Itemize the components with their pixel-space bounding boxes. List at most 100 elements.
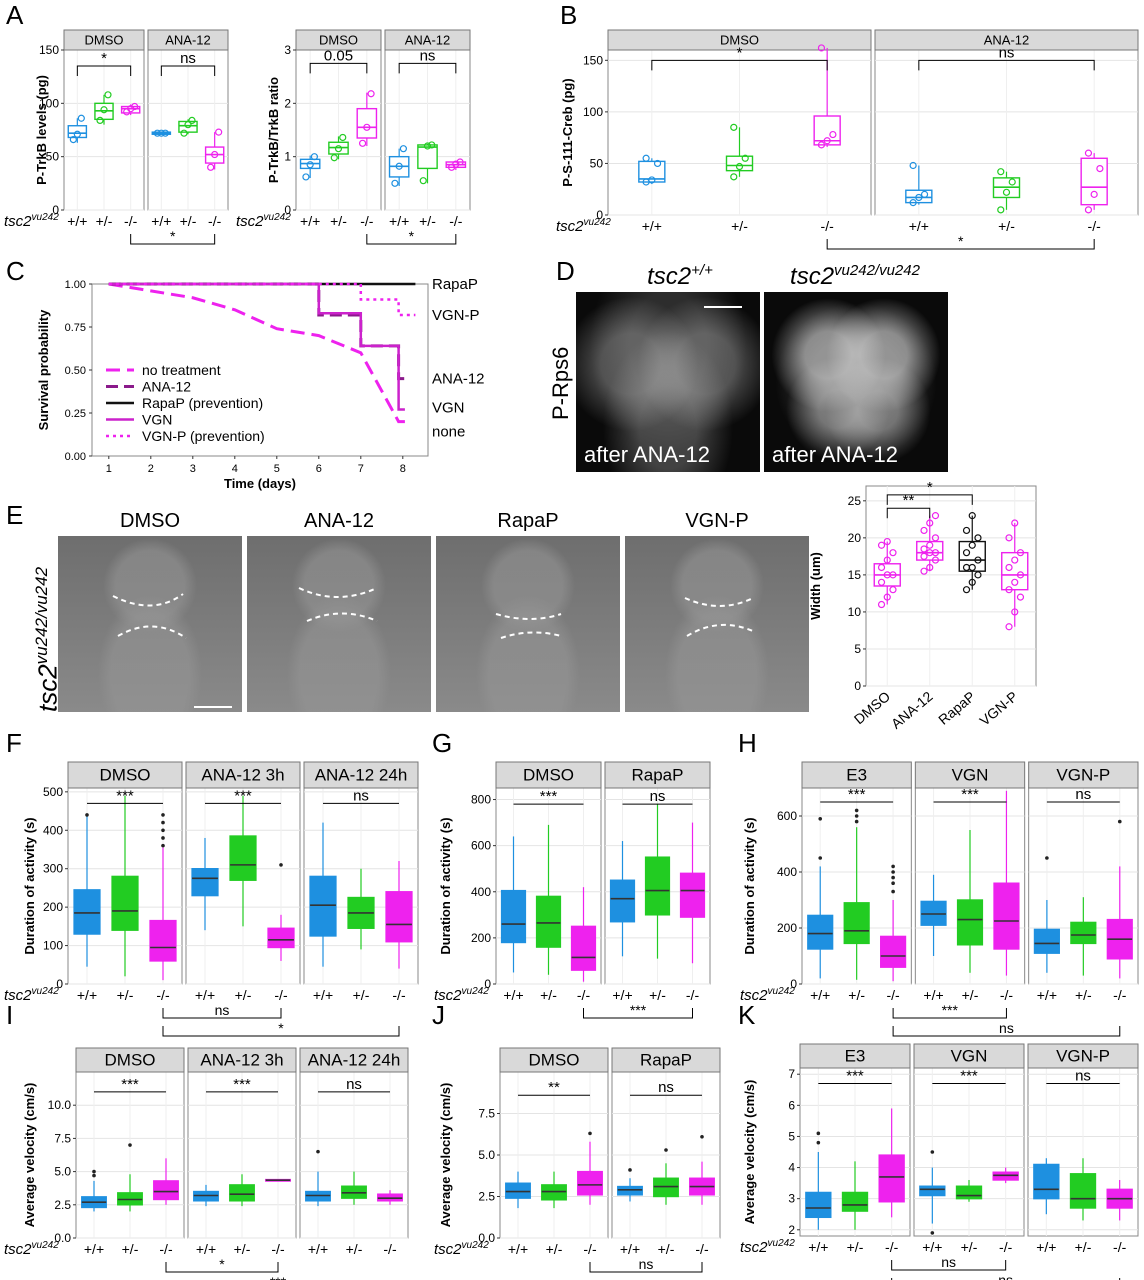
x-tick-label: 1 [106, 463, 112, 475]
facet-strip [611, 1047, 721, 1073]
x-tick-label: +/+ [923, 987, 943, 1003]
box-F-0-0 [73, 813, 101, 967]
box-F-1-2 [267, 863, 295, 961]
data-point [456, 158, 464, 166]
y-tick-label: 3 [284, 43, 291, 57]
facet-strip-label: DMSO [523, 766, 574, 785]
data-point [909, 199, 917, 207]
facet-strip-label: ANA-12 [165, 32, 211, 47]
data-point [1005, 586, 1013, 594]
data-point [452, 160, 460, 168]
data-point [1005, 563, 1013, 572]
data-point [883, 537, 891, 546]
data-point [428, 141, 436, 149]
box-I-0-1 [117, 1143, 143, 1212]
box-A2-1-0 [388, 145, 410, 187]
data-point [1096, 164, 1104, 173]
y-axis-label: Duration of activity (s) [438, 817, 453, 954]
x-tick-label: +/+ [151, 213, 171, 229]
box [1033, 1163, 1060, 1200]
data-point [997, 206, 1005, 214]
series-end-label: RapaP [432, 276, 478, 293]
box [841, 1191, 869, 1212]
data-point [817, 44, 826, 52]
data-point [161, 129, 169, 137]
significance-bracket: *** [87, 787, 163, 804]
significance-bracket: ns [1046, 786, 1120, 803]
data-point [1011, 556, 1019, 564]
y-tick-label: 0 [284, 203, 291, 217]
y-axis-label: Average velocity (cm/s) [742, 1080, 757, 1225]
y-axis-label: P-TrkB/TrkB ratio [266, 77, 281, 183]
data-point [926, 519, 934, 527]
y-tick-label: 5 [788, 1129, 795, 1143]
y-tick-label: 7.5 [54, 1131, 71, 1145]
x-tick-label: -/- [274, 987, 288, 1003]
x-tick-label: +/+ [620, 1241, 640, 1257]
series-end-label: ANA-12 [432, 371, 485, 388]
data-point [909, 161, 917, 170]
data-point [974, 571, 982, 579]
box-K-0-1 [841, 1161, 869, 1230]
data-point [920, 190, 929, 198]
significance-bracket: * [76, 50, 132, 76]
y-tick-label: 0.25 [65, 408, 86, 420]
scale-bar [704, 306, 742, 308]
outlier-point [1045, 856, 1049, 860]
data-point [1090, 190, 1098, 198]
outlier-point [628, 1168, 632, 1172]
box-K-1-2 [992, 1167, 1019, 1184]
outlier-point [854, 814, 859, 818]
box [617, 1185, 643, 1196]
x-tick-label: 3 [190, 463, 196, 475]
facet-strip [67, 761, 183, 789]
chart-G: DMSO RapaP 0 200 400 600 800 Duration of activi… [434, 761, 711, 1019]
y-tick-label: 0 [484, 977, 491, 991]
facet-strip [499, 1047, 609, 1073]
facet-strip-label: DMSO [529, 1050, 580, 1069]
x-tick-label: ANA-12 [888, 688, 936, 732]
facet-strip-label: VGN-P [1056, 1046, 1110, 1065]
x-tick-label: -/- [156, 987, 170, 1003]
facet-strip [1028, 761, 1139, 789]
bottom-significance-bracket: *** [270, 1274, 287, 1280]
series-end-label: VGN-P [432, 307, 480, 324]
box [149, 919, 177, 962]
box [385, 891, 413, 943]
x-tick-label: +/+ [612, 987, 632, 1003]
x-tick-label: 2 [148, 463, 154, 475]
y-axis-label: P-TrkB levels (pg) [34, 75, 49, 185]
significance-label: ns [999, 44, 1015, 61]
facet-strip [874, 29, 1139, 51]
micrograph-d-caption-left: after ANA-12 [584, 442, 710, 467]
data-point [883, 593, 891, 601]
box [843, 902, 870, 945]
y-tick-label: 25 [848, 494, 862, 508]
series-end-label: VGN [432, 400, 465, 417]
y-tick-label: 800 [471, 793, 491, 807]
box [919, 1185, 946, 1197]
data-point [974, 534, 982, 542]
data-point [920, 545, 928, 553]
x-tick-label: -/- [887, 987, 901, 1003]
facet-strip [607, 29, 872, 51]
significance-label: ns [650, 788, 666, 805]
y-tick-label: 200 [777, 921, 797, 935]
x-tick-label: -/- [392, 987, 406, 1003]
y-tick-label: 10 [848, 605, 862, 619]
bracket-line [160, 65, 216, 76]
y-tick-label: 200 [43, 900, 63, 914]
significance-label: * [737, 44, 743, 61]
x-tick-label: -/- [449, 213, 463, 229]
facet-strip-label: ANA-12 24h [308, 1050, 401, 1069]
box-H-0-0 [807, 817, 834, 979]
y-axis-label: Duration of activity (s) [22, 817, 37, 954]
box-I-1-2 [265, 1178, 291, 1182]
facet-strip-label: DMSO [105, 1050, 156, 1069]
panel-e-title-dmso: DMSO [120, 510, 180, 532]
x-tick-label: +/+ [909, 218, 929, 234]
box [609, 879, 636, 923]
data-point [96, 116, 104, 125]
y-tick-label: 150 [39, 43, 59, 57]
box-I-2-0 [305, 1149, 331, 1207]
